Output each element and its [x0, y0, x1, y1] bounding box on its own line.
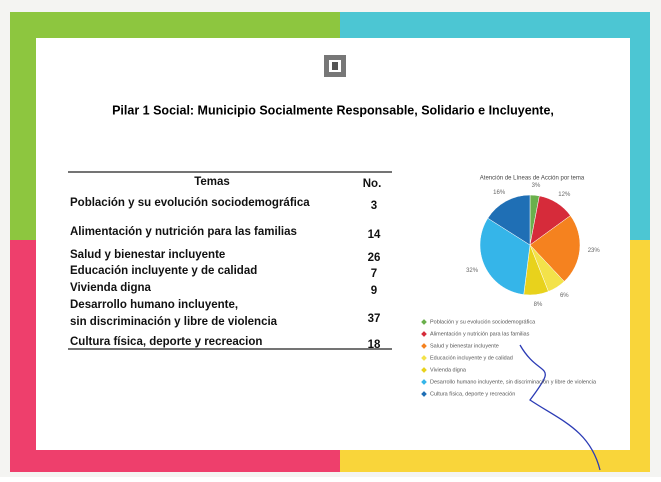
legend-swatch: [421, 319, 427, 325]
slice-label: 23%: [588, 248, 601, 254]
legend-swatch: [421, 391, 427, 397]
legend-swatch: [421, 355, 427, 361]
table-cell: Alimentación y nutrición para las famili…: [70, 226, 297, 238]
chart-title: Atención de Líneas de Acción por tema: [480, 176, 585, 182]
legend-label: Alimentación y nutrición para las famili…: [430, 331, 530, 337]
slice-label: 3%: [532, 183, 541, 189]
table-cell: 18: [368, 339, 381, 351]
title: Pilar 1 Social: Municipio Socialmente Re…: [112, 103, 554, 117]
legend-label: Salud y bienestar incluyente: [430, 343, 499, 349]
slice-label: 16%: [493, 190, 506, 196]
legend-swatch: [421, 343, 427, 349]
table-cell: 9: [371, 285, 377, 297]
legend-label: Población y su evolución sociodemográfic…: [430, 319, 536, 325]
table-cell: Salud y bienestar incluyente: [70, 249, 225, 261]
legend-swatch: [421, 367, 427, 373]
slice-label: 8%: [534, 302, 543, 308]
slice-label: 12%: [558, 192, 571, 198]
table-cell: 37: [368, 313, 381, 325]
table-cell: Cultura física, deporte y recreacion: [70, 336, 262, 348]
table-header: Temas: [194, 176, 230, 188]
pie-slice: [487, 194, 531, 246]
table-cell: Población y su evolución sociodemográfic…: [70, 197, 310, 209]
legend-swatch: [421, 379, 427, 385]
legend-label: Educación incluyente y de calidad: [430, 355, 513, 361]
legend-label: Vivienda digna: [430, 367, 467, 373]
legend-label: Cultura física, deporte y recreación: [430, 391, 515, 397]
table-cell: Desarrollo humano incluyente, sin discrim…: [70, 299, 278, 328]
pen-mark: [519, 344, 601, 471]
table-cell: 7: [371, 268, 377, 280]
table-cell: Educación incluyente y de calidad: [70, 265, 257, 277]
logo: [324, 55, 346, 77]
table-cell: 14: [368, 229, 381, 241]
table-header: No.: [363, 178, 382, 190]
table-cell: 3: [371, 200, 377, 212]
slice-label: 32%: [466, 268, 479, 274]
legend-label: Desarrollo humano incluyente, sin discri…: [430, 379, 597, 385]
table-cell: Vivienda digna: [70, 282, 152, 294]
table-cell: 26: [368, 252, 381, 264]
slice-label: 6%: [560, 293, 569, 299]
legend-swatch: [421, 331, 427, 337]
pie-slice: [529, 215, 581, 282]
